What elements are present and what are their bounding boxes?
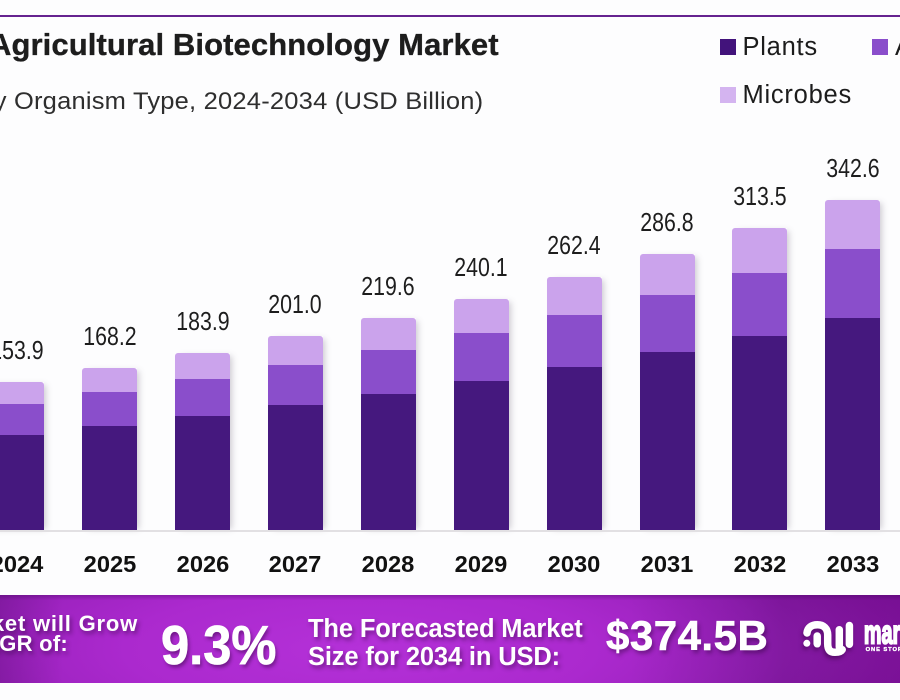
svg-text:ONE STOP SHOP: ONE STOP SHOP bbox=[866, 647, 900, 653]
svg-text:market: market bbox=[864, 613, 900, 651]
